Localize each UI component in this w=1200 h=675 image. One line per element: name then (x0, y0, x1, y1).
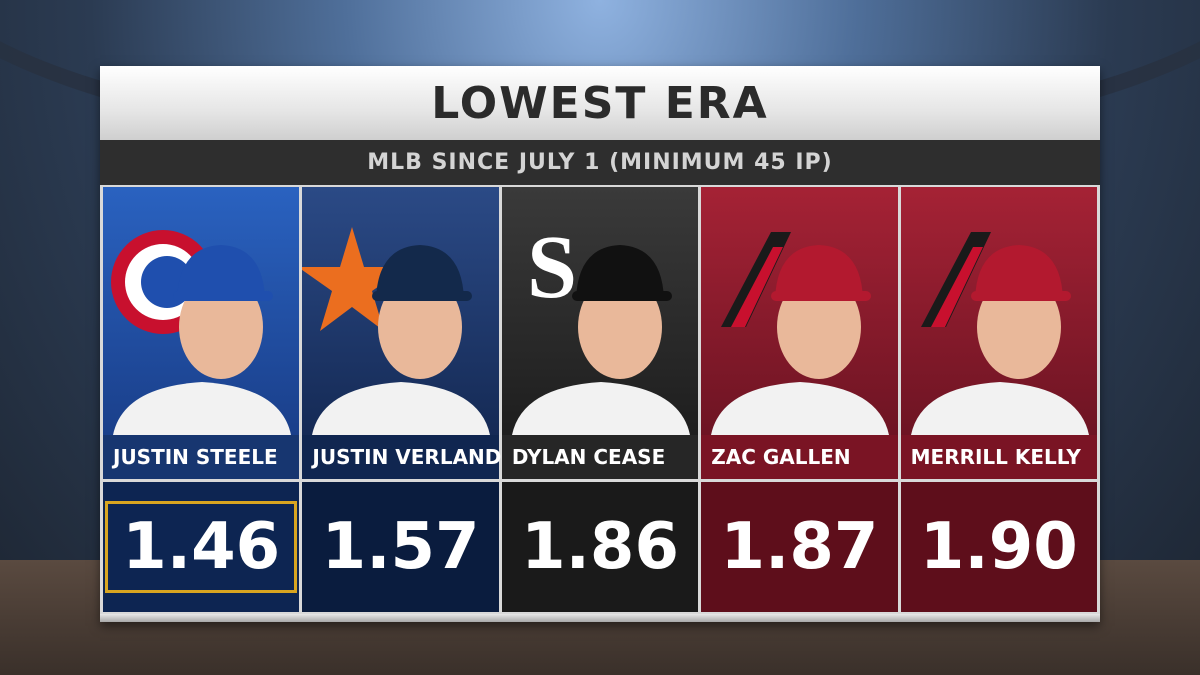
player-photo (302, 187, 499, 435)
era-cell: 1.57 (302, 482, 499, 612)
jersey (113, 382, 291, 435)
player-name: ZAC GALLEN (701, 435, 898, 479)
player-portrait (910, 232, 1089, 435)
cap-brim (970, 291, 1071, 301)
era-value: 1.87 (720, 510, 879, 584)
player-name: JUSTIN VERLANDER (302, 435, 530, 479)
player-portrait (111, 230, 291, 435)
era-cell: 1.46 (103, 482, 300, 612)
era-value: 1.86 (521, 510, 679, 584)
era-value: 1.57 (321, 510, 480, 584)
cap (376, 245, 465, 299)
title: LOWEST ERA (100, 66, 1100, 140)
cap (575, 245, 664, 299)
player-column: JUSTIN VERLANDER 1.57 (302, 187, 530, 612)
team-logo: S (527, 218, 577, 317)
cap-brim (173, 291, 273, 301)
player-name: DYLAN CEASE (501, 435, 699, 479)
player-columns: JUSTIN STEELE 1.46 JUSTIN VERLANDER 1.57 S DY… (103, 187, 1098, 612)
era-cell: 1.90 (900, 482, 1098, 612)
jersey (511, 382, 690, 435)
player-photo (103, 187, 300, 435)
player-portrait (711, 232, 890, 435)
player-portrait (302, 227, 491, 435)
jersey (711, 382, 890, 435)
player-photo: S (501, 187, 699, 435)
svg-text:S: S (527, 218, 577, 317)
jersey (910, 382, 1089, 435)
cap-brim (372, 291, 473, 301)
jersey (312, 382, 491, 435)
graphic-panel: LOWEST ERA MLB SINCE JULY 1 (MINIMUM 45 … (100, 66, 1100, 622)
team-logo (721, 232, 792, 327)
cap (177, 245, 265, 299)
player-photo (701, 187, 898, 435)
player-portrait: S (511, 218, 690, 435)
player-column: MERRILL KELLY 1.90 (900, 187, 1098, 612)
player-photo (900, 187, 1098, 435)
cap (775, 245, 864, 299)
team-logo (920, 232, 991, 327)
era-cell: 1.86 (501, 482, 699, 612)
team-logo (302, 227, 407, 331)
cap (974, 245, 1063, 299)
cap-brim (571, 291, 672, 301)
player-name: MERRILL KELLY (900, 435, 1098, 479)
subtitle: MLB SINCE JULY 1 (MINIMUM 45 IP) (100, 140, 1100, 185)
player-column: ZAC GALLEN 1.87 (701, 187, 898, 612)
player-column: S DYLAN CEASE 1.86 (501, 187, 699, 612)
player-name: JUSTIN STEELE (103, 435, 300, 479)
cap-brim (771, 291, 872, 301)
era-value: 1.90 (919, 510, 1078, 584)
era-value: 1.46 (105, 501, 298, 593)
player-column: JUSTIN STEELE 1.46 (103, 187, 300, 612)
era-cell: 1.87 (701, 482, 898, 612)
panel-rim (100, 614, 1100, 622)
